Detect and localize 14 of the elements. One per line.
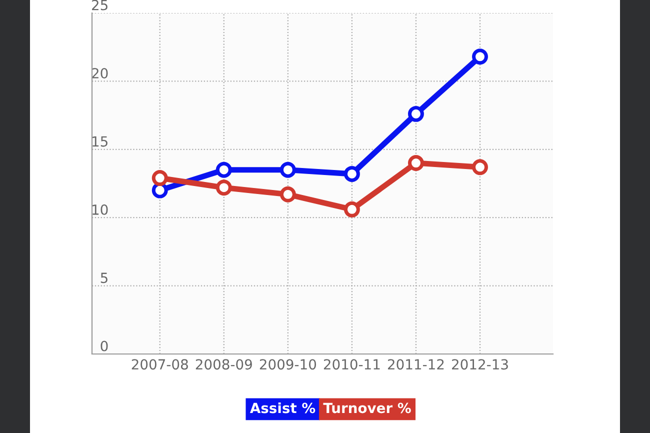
y-tick-label: 10 <box>92 204 108 215</box>
y-tick-label: 5 <box>100 272 108 284</box>
x-tick-label: 2008-09 <box>196 359 252 370</box>
x-tick-label: 2010-11 <box>324 359 380 370</box>
x-tick-label: 2011-12 <box>388 359 444 370</box>
y-tick-label: 0 <box>100 340 108 352</box>
y-tick-label: 15 <box>92 136 108 147</box>
y-tick-label: 20 <box>92 68 108 79</box>
y-tick-label: 25 <box>92 0 108 10</box>
x-tick-label: 2009-10 <box>260 359 316 370</box>
x-tick-label: 2007-08 <box>132 359 188 370</box>
text: Assist % <box>250 402 316 414</box>
x-tick-label: 2012-13 <box>452 359 508 370</box>
text: Turnover % <box>323 402 411 414</box>
